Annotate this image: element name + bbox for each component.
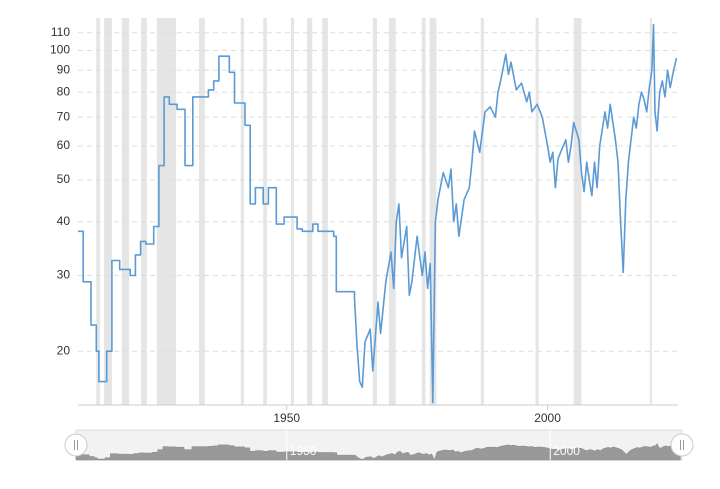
- recession-band: [322, 18, 328, 405]
- recession-band: [388, 18, 396, 405]
- y-tick-label: 40: [57, 214, 71, 228]
- y-tick-label: 80: [57, 84, 71, 98]
- recession-band: [290, 18, 294, 405]
- recession-band: [429, 18, 437, 405]
- navigator-label: 2000: [553, 444, 580, 458]
- navigator-label: 1950: [290, 444, 317, 458]
- x-tick-label: 1950: [273, 411, 300, 425]
- navigator-handle-right[interactable]: [670, 433, 694, 457]
- y-tick-label: 20: [57, 343, 71, 357]
- recession-band: [240, 18, 244, 405]
- recession-band: [480, 18, 484, 405]
- recession-band: [199, 18, 205, 405]
- y-tick-label: 70: [57, 109, 71, 123]
- y-tick-label: 60: [57, 138, 71, 152]
- recession-band: [121, 18, 130, 405]
- recession-band: [104, 18, 112, 405]
- y-tick-label: 100: [50, 43, 70, 57]
- y-tick-label: 110: [51, 25, 70, 39]
- recession-band: [372, 18, 377, 405]
- price-line: [78, 23, 678, 404]
- y-tick-label: 30: [57, 268, 71, 282]
- recession-band: [535, 18, 539, 405]
- recession-band: [156, 18, 177, 405]
- y-tick-label: 90: [57, 62, 71, 76]
- recession-band: [141, 18, 147, 405]
- x-tick-label: 2000: [534, 411, 561, 425]
- recession-band: [96, 18, 100, 405]
- navigator-area: [75, 443, 681, 461]
- recession-band: [573, 18, 582, 405]
- recession-band: [307, 18, 313, 405]
- recession-band: [263, 18, 267, 405]
- recession-band: [421, 18, 426, 405]
- navigator-handle-left[interactable]: [64, 433, 88, 457]
- recession-band: [649, 18, 652, 405]
- y-tick-label: 50: [57, 172, 71, 186]
